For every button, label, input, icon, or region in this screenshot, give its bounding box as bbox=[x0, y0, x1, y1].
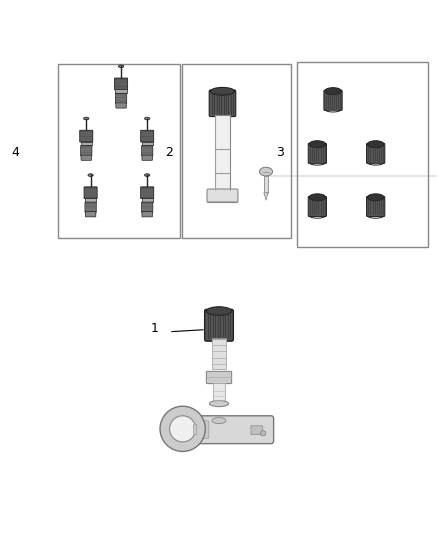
Ellipse shape bbox=[145, 174, 150, 176]
Ellipse shape bbox=[88, 174, 93, 176]
Ellipse shape bbox=[309, 194, 325, 201]
Ellipse shape bbox=[309, 141, 325, 148]
Ellipse shape bbox=[367, 141, 384, 148]
Circle shape bbox=[261, 431, 266, 436]
FancyBboxPatch shape bbox=[308, 143, 326, 163]
FancyBboxPatch shape bbox=[85, 212, 96, 217]
Bar bbox=[116, 90, 127, 93]
Bar bbox=[81, 142, 92, 145]
Polygon shape bbox=[264, 192, 268, 200]
Ellipse shape bbox=[118, 65, 124, 68]
Bar bbox=[182, 64, 291, 238]
FancyBboxPatch shape bbox=[367, 143, 385, 163]
FancyBboxPatch shape bbox=[209, 90, 236, 117]
Text: 3: 3 bbox=[276, 146, 284, 158]
FancyBboxPatch shape bbox=[142, 155, 152, 160]
FancyBboxPatch shape bbox=[115, 78, 127, 90]
Bar bbox=[85, 198, 96, 201]
FancyBboxPatch shape bbox=[141, 130, 154, 142]
FancyBboxPatch shape bbox=[324, 90, 342, 110]
FancyBboxPatch shape bbox=[205, 309, 233, 341]
FancyBboxPatch shape bbox=[116, 103, 126, 108]
Ellipse shape bbox=[206, 307, 232, 316]
Bar bbox=[297, 62, 428, 247]
Circle shape bbox=[160, 406, 205, 451]
Bar bbox=[141, 198, 153, 201]
Ellipse shape bbox=[259, 167, 272, 176]
Bar bbox=[264, 176, 268, 192]
FancyBboxPatch shape bbox=[141, 202, 153, 213]
Bar bbox=[193, 424, 196, 434]
Text: 1: 1 bbox=[150, 322, 158, 335]
FancyBboxPatch shape bbox=[141, 187, 154, 199]
FancyBboxPatch shape bbox=[85, 202, 96, 213]
Ellipse shape bbox=[367, 194, 384, 201]
Text: 2: 2 bbox=[166, 146, 173, 158]
Bar bbox=[215, 115, 230, 190]
FancyBboxPatch shape bbox=[184, 416, 274, 443]
Bar bbox=[213, 383, 225, 403]
FancyBboxPatch shape bbox=[84, 187, 97, 199]
Ellipse shape bbox=[145, 117, 150, 120]
FancyBboxPatch shape bbox=[308, 197, 326, 216]
FancyBboxPatch shape bbox=[367, 197, 385, 216]
Bar bbox=[212, 340, 226, 369]
FancyBboxPatch shape bbox=[81, 146, 92, 156]
FancyBboxPatch shape bbox=[80, 130, 93, 142]
FancyBboxPatch shape bbox=[81, 155, 92, 160]
Ellipse shape bbox=[209, 400, 229, 407]
FancyBboxPatch shape bbox=[206, 372, 232, 384]
FancyBboxPatch shape bbox=[192, 421, 209, 439]
FancyBboxPatch shape bbox=[142, 212, 152, 217]
Text: 4: 4 bbox=[11, 146, 19, 158]
Circle shape bbox=[170, 416, 196, 442]
Bar bbox=[141, 142, 153, 145]
Ellipse shape bbox=[212, 417, 226, 424]
FancyBboxPatch shape bbox=[141, 146, 153, 156]
FancyBboxPatch shape bbox=[116, 93, 127, 104]
FancyBboxPatch shape bbox=[251, 426, 263, 434]
Ellipse shape bbox=[84, 117, 89, 120]
Bar bbox=[58, 64, 180, 238]
Ellipse shape bbox=[211, 87, 234, 95]
Ellipse shape bbox=[325, 87, 341, 94]
FancyBboxPatch shape bbox=[207, 189, 238, 203]
